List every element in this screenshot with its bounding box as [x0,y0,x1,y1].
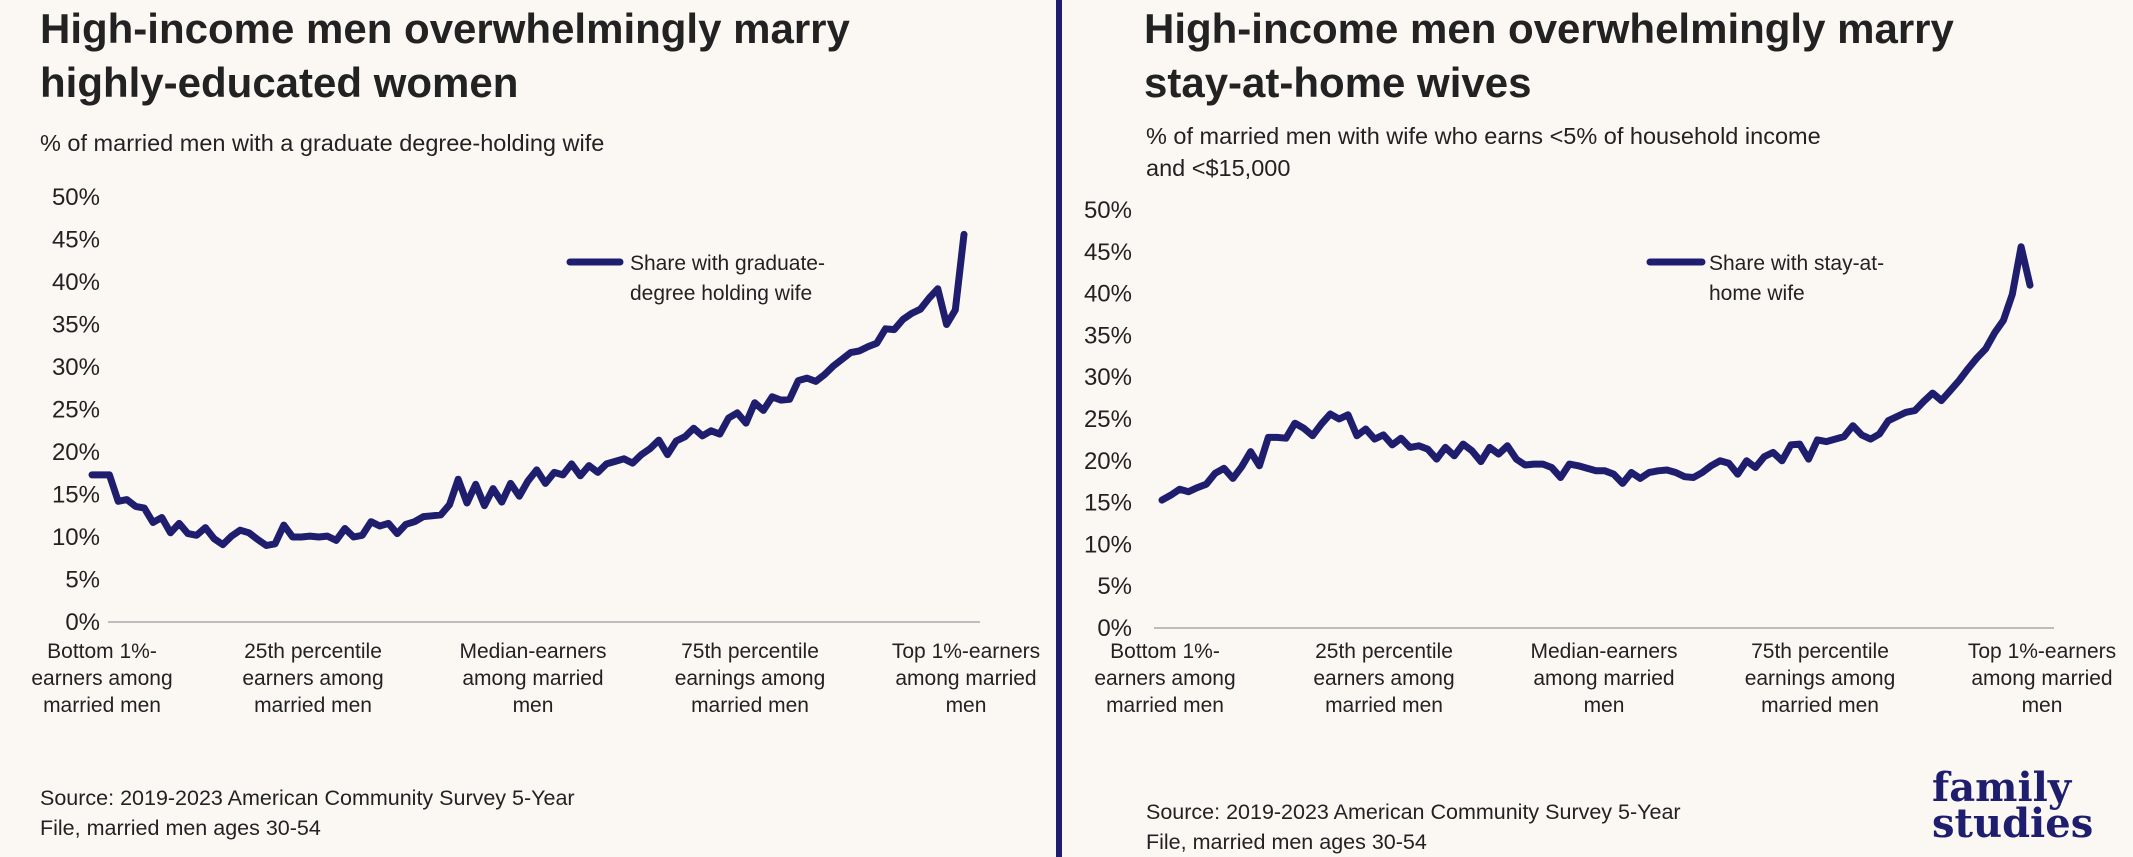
x-tick-label: Top 1%-earners among married men [1968,640,2116,717]
y-tick-label: 20% [52,439,100,466]
y-tick-label: 35% [52,312,100,339]
x-tick-label: Bottom 1%-earners among married men [1094,640,1235,717]
chart-title-line2: stay-at-home wives [1144,59,1532,106]
y-tick-label: 10% [52,524,100,551]
x-tick-label: Median-earners among married men [1530,640,1677,717]
chart-title-line1: High-income men overwhelmingly marry [40,5,850,52]
chart-title-line1: High-income men overwhelmingly marry [1144,5,1954,52]
y-tick-label: 50% [52,184,100,211]
logo-line2: studies [1932,800,2094,847]
right-chart-panel: High-income men overwhelmingly marry sta… [1064,0,2133,857]
series-line [1158,243,2034,504]
x-tick-label: 75th percentile earnings among married men [1745,640,1896,717]
x-tick-label: 75th percentile earnings among married men [675,640,826,717]
chart-source-line2: File, married men ages 30-54 [40,816,321,840]
legend-label: Share with graduate-degree holding wife [630,252,825,305]
y-tick-label: 40% [52,269,100,296]
y-tick-label: 25% [1084,406,1132,433]
chart-source-line1: Source: 2019-2023 American Community Sur… [1146,800,1681,824]
x-tick-label: Bottom 1%-earners among married men [31,640,172,717]
y-tick-label: 15% [1084,490,1132,517]
x-tick-label: 25th percentile earners among married men [1313,640,1454,717]
y-tick-label: 40% [1084,281,1132,308]
chart-source-line2: File, married men ages 30-54 [1146,830,1427,854]
y-tick-label: 50% [1084,197,1132,224]
y-tick-label: 45% [1084,239,1132,266]
y-tick-label: 0% [1097,615,1132,642]
chart-source-line1: Source: 2019-2023 American Community Sur… [40,786,575,810]
chart-subtitle: % of married men with a graduate degree-… [40,130,605,156]
y-tick-label: 5% [1097,573,1132,600]
chart-subtitle-line2: and <$15,000 [1146,155,1291,181]
family-studies-logo: family studies [1932,764,2132,857]
x-tick-label: Median-earners among married men [459,640,606,717]
left-chart-panel: High-income men overwhelmingly marry hig… [0,0,1056,857]
panel-divider [1056,0,1062,857]
graduate-wife-line-chart: 0% 5% 10% 15% 20% 25% 30% 35% 40% 45% 50% Bottom 1%… [31,184,1040,717]
x-tick-label: Top 1%-earners among married men [892,640,1040,717]
y-tick-label: 10% [1084,531,1132,558]
chart-title-line2: highly-educated women [40,59,519,106]
logo-line1: family [1932,764,2072,811]
y-tick-label: 15% [52,482,100,509]
legend-label: Share with stay-at-home wife [1709,252,1884,305]
y-tick-label: 25% [52,397,100,424]
stay-at-home-wife-line-chart: 0% 5% 10% 15% 20% 25% 30% 35% 40% 45% 50% Bottom 1%… [1084,197,2116,717]
y-tick-label: 30% [1084,364,1132,391]
y-tick-label: 35% [1084,322,1132,349]
y-tick-label: 5% [65,567,100,594]
y-tick-label: 45% [52,227,100,254]
y-tick-label: 0% [65,609,100,636]
x-tick-label: 25th percentile earners among married men [242,640,383,717]
chart-subtitle-line1: % of married men with wife who earns <5%… [1146,123,1821,149]
series-line [88,230,968,549]
y-tick-label: 30% [52,354,100,381]
y-tick-label: 20% [1084,448,1132,475]
